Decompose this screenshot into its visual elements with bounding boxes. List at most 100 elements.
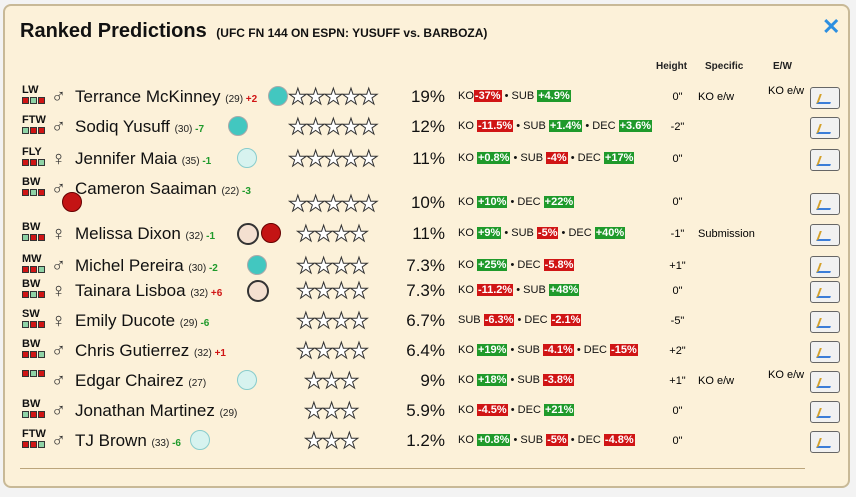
stat-segment: +17% (603, 152, 635, 164)
division-badge (22, 369, 48, 377)
chart-button[interactable] (810, 311, 840, 333)
stat-segment: • SUB (501, 90, 538, 102)
rank-change: -7 (195, 124, 205, 135)
chart-button[interactable] (810, 256, 840, 278)
win-percentage: 6.4% (406, 341, 445, 360)
light-badge-icon (237, 370, 258, 390)
division-badge: FTW (22, 115, 48, 134)
stat-segment: KO (458, 120, 477, 132)
record-box (30, 441, 37, 448)
stat-segment: +22% (543, 196, 575, 208)
fighter-age: (22) (221, 186, 243, 197)
record-box (22, 291, 29, 298)
stat-segment: -4.1% (543, 344, 574, 356)
chart-icon (816, 318, 834, 328)
light-badge-icon (237, 148, 258, 168)
record-box (38, 234, 45, 241)
prediction-row: FTW ♂ Sodiq Yusuff (30) -7 ★★★★★ 12% KO -11.5… (20, 114, 840, 142)
star-rating: ★★★★★ (288, 114, 380, 139)
chart-icon (816, 288, 834, 298)
stat-segment: SUB (458, 314, 484, 326)
height-diff: 0" (672, 153, 683, 165)
stat-segment: +10% (476, 196, 508, 208)
fighter-name: Edgar Chairez (27) (75, 371, 206, 391)
fighter-age: (32) (194, 348, 215, 359)
stat-segment: • SUB (510, 434, 547, 446)
win-percentage: 12% (410, 117, 445, 136)
record-box (38, 266, 45, 273)
chart-icon (816, 378, 834, 388)
star-rating: ★★★★★ (288, 191, 380, 216)
chart-button[interactable] (810, 401, 840, 423)
record-box (38, 159, 45, 166)
record-box (38, 291, 45, 298)
division-badge: BW (22, 399, 48, 418)
win-percentage: 11% (412, 149, 445, 168)
chart-button[interactable] (810, 117, 840, 139)
record-box (38, 351, 45, 358)
stat-segment: • DEC (558, 227, 595, 239)
height-diff: 0" (672, 405, 683, 417)
title-text: Ranked Predictions (20, 20, 207, 42)
chart-button[interactable] (810, 281, 840, 303)
chart-button[interactable] (810, 371, 840, 393)
divider (20, 468, 805, 469)
division-badge: LW (22, 85, 48, 104)
division-badge: MW (22, 254, 48, 273)
stat-segment: -11.5% (476, 120, 514, 132)
division-label: LW (22, 84, 39, 96)
stat-segment: -6.3% (483, 314, 515, 326)
fighter-name-text: Edgar Chairez (75, 371, 189, 390)
method-stats: KO -11.5% • SUB +1.4% • DEC +3.6% (458, 120, 658, 133)
stat-segment: KO (458, 344, 477, 356)
method-stats: KO +10% • DEC +22% (458, 196, 658, 209)
stat-segment: -15% (610, 344, 638, 356)
stat-segment: • SUB (513, 120, 549, 132)
stat-segment: -3.8% (543, 374, 574, 386)
stat-segment: KO (458, 152, 477, 164)
rank-change: -6 (172, 438, 181, 449)
stat-segment: • DEC (582, 120, 619, 132)
header-specific: Specific (705, 61, 744, 72)
win-percentage: 7.3% (406, 281, 445, 300)
stat-segment: +9% (476, 227, 502, 239)
rank-change: -2 (208, 263, 218, 274)
record-box (22, 266, 29, 273)
light-badge-icon (190, 430, 211, 450)
chart-button[interactable] (810, 224, 840, 246)
stat-segment: -37% (473, 90, 502, 102)
stat-segment: KO (458, 404, 477, 416)
stat-segment: -4.8% (603, 434, 635, 446)
teal-badge-icon (227, 116, 248, 136)
header-ew: E/W (773, 61, 792, 72)
division-label: FLY (22, 146, 42, 158)
fighter-name-text: Cameron Saaiman (75, 179, 222, 198)
record-box (22, 321, 29, 328)
method-stats: SUB -6.3% • DEC -2.1% (458, 314, 658, 327)
height-diff: 0" (672, 196, 683, 208)
chart-button[interactable] (810, 193, 840, 215)
panel-title: Ranked Predictions (UFC FN 144 ON ESPN: … (20, 20, 487, 43)
fighter-name: Jonathan Martinez (29) (75, 401, 237, 421)
height-diff: 0" (672, 435, 683, 447)
stat-segment: • DEC (567, 152, 604, 164)
specific-pick: Submission (698, 228, 755, 240)
height-diff: +2" (669, 345, 686, 357)
chart-button[interactable] (810, 149, 840, 171)
chart-button[interactable] (810, 341, 840, 363)
fighter-age: (29) (225, 94, 246, 105)
chart-icon (816, 94, 834, 104)
close-icon[interactable]: ✕ (822, 14, 841, 39)
fighter-name: TJ Brown (33) -6 (75, 431, 181, 451)
chart-button[interactable] (810, 87, 840, 109)
fighter-name-text: Michel Pereira (75, 256, 189, 275)
ew-pick: KO e/w (768, 85, 805, 97)
division-label: MW (22, 253, 42, 265)
fighter-name-text: Chris Gutierrez (75, 341, 195, 360)
record-box (38, 127, 45, 134)
division-label: FTW (22, 114, 46, 126)
chart-button[interactable] (810, 431, 840, 453)
method-stats: KO-37% • SUB +4.9% (458, 90, 658, 103)
prediction-row: BW ♂ Cameron Saaiman (22) -3 ★★★★★ 10% KO +10… (20, 176, 840, 215)
fighter-name-text: Jennifer Maia (75, 149, 182, 168)
